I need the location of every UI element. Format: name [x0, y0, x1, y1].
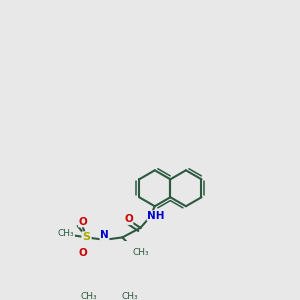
Text: CH₃: CH₃ — [132, 248, 149, 257]
Text: CH₃: CH₃ — [58, 229, 74, 238]
Text: O: O — [124, 214, 133, 224]
Text: CH₃: CH₃ — [80, 292, 97, 300]
Text: O: O — [79, 248, 87, 258]
Text: CH₃: CH₃ — [122, 292, 138, 300]
Text: O: O — [79, 217, 87, 227]
Text: S: S — [82, 232, 91, 242]
Text: NH: NH — [147, 211, 165, 221]
Text: N: N — [100, 230, 109, 241]
